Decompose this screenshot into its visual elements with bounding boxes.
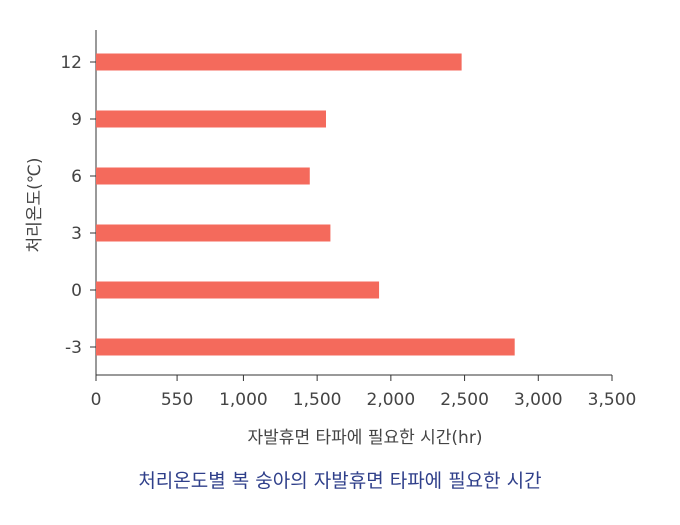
bar [96, 224, 331, 242]
figure-caption: 처리온도별 복 숭아의 자발휴면 타파에 필요한 시간 [138, 470, 542, 492]
x-tick-label: 3,000 [514, 390, 563, 410]
bar [96, 53, 462, 71]
y-tick-label: 9 [71, 110, 82, 130]
x-tick-label: 3,500 [588, 390, 637, 410]
y-tick-label: -3 [65, 338, 82, 358]
y-tick-labels: 12 9 6 3 0 -3 [60, 53, 82, 358]
x-tick-label: 550 [161, 390, 193, 410]
bar [96, 110, 326, 128]
x-tick-label: 1,500 [293, 390, 342, 410]
x-tick-labels: 0 550 1,000 1,500 2,000 2,500 3,000 3,500 [91, 390, 637, 410]
chart-bars [96, 53, 515, 356]
chart-axes [90, 30, 613, 381]
x-tick-label: 2,000 [367, 390, 416, 410]
bar [96, 338, 515, 356]
bar [96, 167, 310, 185]
x-tick-label: 0 [91, 390, 102, 410]
y-axis-label: 처리온도(℃) [25, 158, 45, 253]
y-tick-label: 6 [71, 167, 82, 187]
y-tick-label: 3 [71, 224, 82, 244]
bar-chart: 12 9 6 3 0 -3 0 550 1,000 1,500 2,000 2,500 3,000 3,… [25, 30, 637, 448]
y-tick-label: 0 [71, 281, 82, 301]
x-tick-label: 2,500 [440, 390, 489, 410]
x-tick-label: 1,000 [219, 390, 268, 410]
bar [96, 281, 380, 299]
x-axis-label: 자발휴면 타파에 필요한 시간(hr) [248, 428, 483, 448]
y-tick-label: 12 [60, 53, 82, 73]
